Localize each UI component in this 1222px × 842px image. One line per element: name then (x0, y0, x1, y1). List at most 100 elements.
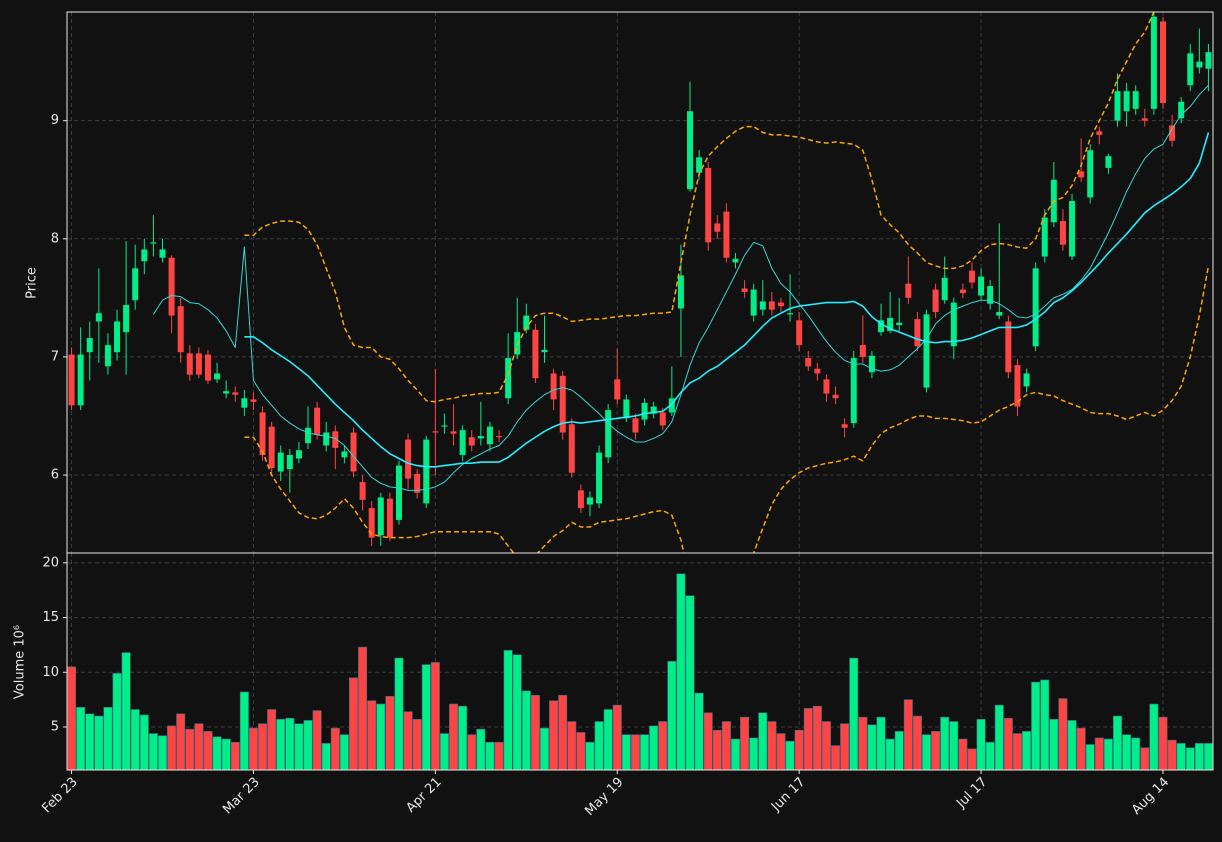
volume-bar (694, 692, 704, 771)
volume-bar (267, 709, 277, 771)
candle-body (104, 345, 111, 367)
volume-bar (203, 731, 213, 771)
candle-body (1023, 373, 1030, 387)
volume-bar (221, 738, 231, 771)
volume-bar (840, 723, 850, 771)
candle-body (1087, 150, 1094, 198)
candle-body (259, 412, 266, 455)
candle-body (614, 379, 621, 400)
candle-body (568, 424, 575, 473)
candle-body (832, 394, 839, 399)
volume-bar (967, 748, 977, 771)
candle-body (741, 288, 748, 292)
volume-bar (749, 737, 759, 771)
volume-bars (67, 573, 1213, 771)
volume-bar (867, 724, 877, 771)
candle-body (550, 373, 557, 400)
volume-bar (667, 661, 677, 771)
volume-bar (467, 734, 477, 771)
candle-body (86, 338, 93, 353)
candle-body (850, 358, 857, 424)
volume-bar (103, 706, 113, 771)
candle-body (923, 314, 930, 388)
candle-body (159, 249, 166, 258)
volume-bar (894, 731, 904, 771)
volume-bar (294, 723, 304, 771)
volume-bar (885, 738, 895, 771)
candle-body (141, 249, 148, 262)
volume-bar (876, 716, 886, 771)
candle-body (1150, 16, 1157, 109)
volume-bar (485, 742, 495, 771)
overlay-lines (152, 12, 1210, 553)
volume-bar (339, 734, 349, 771)
candle-body (1069, 200, 1076, 257)
candle-body (450, 431, 457, 434)
candle-body (414, 473, 421, 493)
volume-bar (712, 729, 722, 771)
candle-body (823, 379, 830, 394)
volume-bar (330, 727, 340, 771)
volume-frame (66, 552, 1214, 771)
volume-bar (1131, 737, 1141, 771)
candle-body (359, 482, 366, 500)
volume-bar (1058, 698, 1068, 771)
volume-bar (1158, 716, 1168, 771)
volume-bar (258, 723, 268, 771)
volume-bar (1085, 744, 1095, 771)
volume-bar (994, 704, 1004, 771)
volume-bar (276, 719, 286, 771)
candle-body (1078, 171, 1085, 178)
candle-body (423, 439, 430, 504)
candle-body (586, 497, 593, 505)
candle-body (968, 270, 975, 283)
candle-body (996, 312, 1003, 316)
volume-axis-label: Volume 10⁶ (13, 625, 28, 699)
volume-bar (130, 709, 140, 771)
volume-bar (1122, 734, 1132, 771)
y-tick-label: 15 (42, 610, 59, 625)
volume-bar (449, 703, 459, 771)
volume-bar (1040, 679, 1050, 771)
candle-body (668, 398, 675, 413)
y-tick-label: 9 (51, 113, 59, 128)
volume-bar (849, 657, 859, 771)
candle-body (496, 436, 503, 438)
candle-body (195, 353, 202, 375)
volume-bar (439, 733, 449, 771)
candle-body (723, 211, 730, 258)
volume-bar (985, 742, 995, 771)
candle-body (350, 432, 357, 472)
candle-body (1005, 321, 1012, 373)
volume-bar (703, 712, 713, 771)
candle-body (305, 427, 312, 444)
candle-body (687, 111, 694, 190)
volume-bar (1149, 703, 1159, 771)
volume-bar (649, 725, 659, 771)
volume-bar (931, 731, 941, 771)
candle-body (1169, 125, 1176, 141)
candle-body (814, 368, 821, 374)
volume-bar (1185, 747, 1195, 771)
volume-bar (530, 694, 540, 771)
volume-bar (1103, 738, 1113, 771)
volume-bar (185, 728, 195, 771)
candle-body (1032, 268, 1039, 347)
candle-body (1014, 365, 1021, 407)
volume-bar (321, 743, 331, 771)
candle-body (868, 355, 875, 373)
volume-bar (1194, 743, 1204, 771)
volume-bar (1067, 720, 1077, 771)
volume-bar (1049, 719, 1059, 771)
volume-bar (758, 712, 768, 771)
candle-body (750, 289, 757, 316)
candle-body (523, 315, 530, 330)
candle-body (887, 317, 894, 331)
volume-bar (285, 717, 295, 771)
volume-bar (903, 699, 913, 771)
candle-body (577, 490, 584, 509)
candles (68, 12, 1212, 546)
candle-body (486, 426, 493, 445)
volume-bar (248, 727, 258, 771)
